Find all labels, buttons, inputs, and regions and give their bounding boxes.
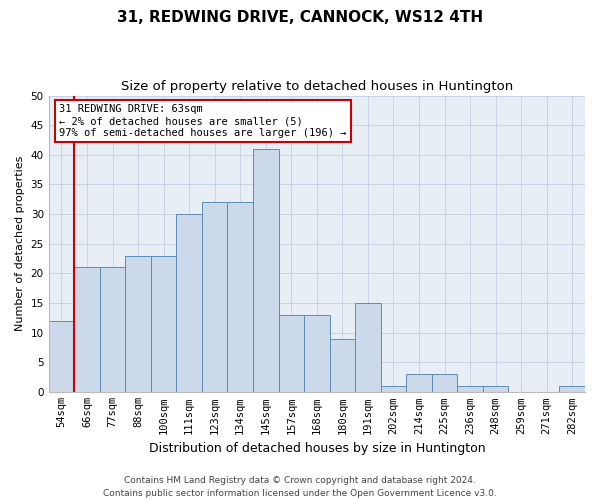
- Y-axis label: Number of detached properties: Number of detached properties: [15, 156, 25, 332]
- Bar: [100, 268, 125, 392]
- Title: Size of property relative to detached houses in Huntington: Size of property relative to detached ho…: [121, 80, 513, 93]
- Bar: [329, 338, 355, 392]
- Bar: [432, 374, 457, 392]
- Text: Contains HM Land Registry data © Crown copyright and database right 2024.
Contai: Contains HM Land Registry data © Crown c…: [103, 476, 497, 498]
- Bar: [176, 214, 202, 392]
- Bar: [355, 303, 380, 392]
- Bar: [74, 268, 100, 392]
- Bar: [151, 256, 176, 392]
- Bar: [125, 256, 151, 392]
- Bar: [457, 386, 483, 392]
- Bar: [304, 315, 329, 392]
- Bar: [227, 202, 253, 392]
- Bar: [49, 321, 74, 392]
- Text: 31, REDWING DRIVE, CANNOCK, WS12 4TH: 31, REDWING DRIVE, CANNOCK, WS12 4TH: [117, 10, 483, 25]
- Bar: [202, 202, 227, 392]
- Bar: [253, 149, 278, 392]
- Bar: [483, 386, 508, 392]
- Bar: [278, 315, 304, 392]
- Bar: [380, 386, 406, 392]
- Text: 31 REDWING DRIVE: 63sqm
← 2% of detached houses are smaller (5)
97% of semi-deta: 31 REDWING DRIVE: 63sqm ← 2% of detached…: [59, 104, 347, 138]
- X-axis label: Distribution of detached houses by size in Huntington: Distribution of detached houses by size …: [149, 442, 485, 455]
- Bar: [559, 386, 585, 392]
- Bar: [406, 374, 432, 392]
